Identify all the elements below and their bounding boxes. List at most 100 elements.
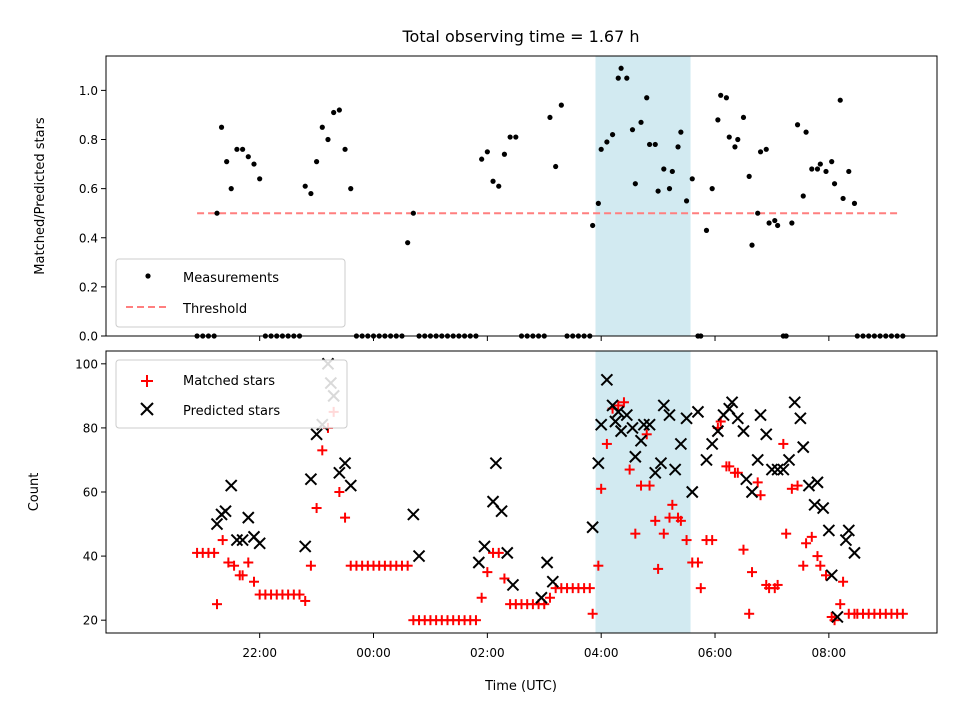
measurement-point xyxy=(348,186,354,192)
measurement-point xyxy=(755,210,761,216)
predicted-star-point xyxy=(725,396,739,409)
matched-star-point xyxy=(752,477,763,488)
predicted-star-point xyxy=(802,479,816,492)
count-y-tick-label: 60 xyxy=(83,486,98,500)
measurement-point xyxy=(214,210,220,216)
measurement-point xyxy=(794,122,801,128)
predicted-star-point xyxy=(663,408,676,422)
predicted-star-point xyxy=(609,415,622,428)
measurement-point xyxy=(766,220,772,226)
measurement-point xyxy=(224,159,230,165)
predicted-star-point xyxy=(771,463,784,476)
predicted-star-point xyxy=(546,575,560,588)
predicted-star-point xyxy=(629,450,642,463)
matched-star-point xyxy=(653,563,664,574)
predicted-star-point xyxy=(333,466,346,479)
matched-star-point xyxy=(732,467,743,478)
predicted-star-point xyxy=(592,456,605,470)
measurement-point xyxy=(331,109,337,116)
matched-star-point xyxy=(801,538,812,549)
measurement-point xyxy=(240,146,246,152)
measurement-point xyxy=(410,210,416,216)
measurement-point xyxy=(814,166,821,172)
matched-star-point xyxy=(658,528,669,539)
predicted-star-point xyxy=(501,546,514,560)
measurement-point xyxy=(803,129,809,135)
predicted-star-point xyxy=(253,537,266,550)
count-legend: Matched stars Predicted stars xyxy=(115,359,348,429)
measurement-point xyxy=(689,176,695,182)
predicted-star-point xyxy=(412,549,426,563)
measurement-point xyxy=(772,217,778,224)
measurement-point xyxy=(817,161,823,167)
ratio-axes-frame xyxy=(105,55,938,337)
ratio-y-tick-label: 0.0 xyxy=(79,330,98,344)
measurement-point xyxy=(598,146,604,152)
highlight-span xyxy=(595,351,691,633)
matched-star-point xyxy=(243,557,254,568)
measurement-point xyxy=(558,102,564,108)
matched-star-point xyxy=(493,547,504,558)
matched-star-point xyxy=(738,544,749,555)
predicted-star-point xyxy=(219,505,232,518)
ratio-y-ticks: 0.0 0.2 0.4 0.6 0.8 1.0 xyxy=(79,84,106,344)
matched-star-point xyxy=(229,560,240,571)
matched-star-point xyxy=(755,490,766,501)
measurement-point xyxy=(590,222,596,229)
measurement-point xyxy=(757,149,764,155)
count-x-ticks: 22:00 00:00 02:00 04:00 06:00 08:00 xyxy=(242,633,846,660)
measurement-point xyxy=(615,75,621,81)
predicted-star-point xyxy=(478,540,491,553)
measurement-point xyxy=(735,136,741,143)
measurement-point xyxy=(553,163,559,170)
matched-star-point xyxy=(584,583,595,594)
predicted-star-point xyxy=(344,479,357,492)
measurement-point xyxy=(638,119,644,125)
matched-star-point xyxy=(897,608,908,619)
measurement-point xyxy=(800,193,806,199)
predicted-star-point xyxy=(794,412,807,425)
highlight-span xyxy=(595,56,691,336)
matched-star-point xyxy=(650,515,661,526)
measurement-point xyxy=(501,151,508,157)
matched-star-point xyxy=(747,567,758,578)
measurement-point xyxy=(775,222,781,229)
predicted-star-point xyxy=(737,424,750,438)
matched-star-point xyxy=(613,400,624,411)
predicted-star-point xyxy=(626,421,639,435)
measurement-point xyxy=(251,161,257,167)
measurement-point xyxy=(234,146,240,152)
legend-dot-marker xyxy=(145,273,151,279)
matched-star-point xyxy=(675,515,686,526)
measurement-point xyxy=(726,134,732,140)
measurement-point xyxy=(749,242,755,248)
matched-star-point xyxy=(334,487,345,497)
measurement-point xyxy=(644,95,650,101)
count-y-axis-label: Count xyxy=(27,473,42,512)
count-x-tick-label: 06:00 xyxy=(698,646,733,660)
matched-star-point xyxy=(692,557,703,568)
measurement-point xyxy=(763,146,769,152)
matched-star-point xyxy=(778,438,789,449)
predicted-star-point xyxy=(825,569,838,582)
predicted-star-point xyxy=(506,578,520,592)
measurement-point xyxy=(655,188,661,194)
measurement-point xyxy=(829,159,835,165)
predicted-star-point xyxy=(816,501,830,515)
matched-star-point xyxy=(812,551,823,562)
measurement-point xyxy=(547,114,553,121)
measurement-point xyxy=(507,134,513,140)
measurement-point xyxy=(831,181,838,187)
measurement-point xyxy=(675,144,681,150)
measurement-point xyxy=(513,134,519,140)
matched-star-point xyxy=(781,528,792,539)
predicted-star-point xyxy=(811,476,824,489)
matched-star-point xyxy=(664,512,675,523)
measurement-point xyxy=(624,75,630,81)
predicted-star-point xyxy=(691,405,705,419)
measurement-point xyxy=(342,146,348,152)
matched-star-point xyxy=(601,438,612,449)
measurement-point xyxy=(325,136,331,143)
measurement-point xyxy=(618,65,624,71)
matched-star-point xyxy=(618,397,629,408)
